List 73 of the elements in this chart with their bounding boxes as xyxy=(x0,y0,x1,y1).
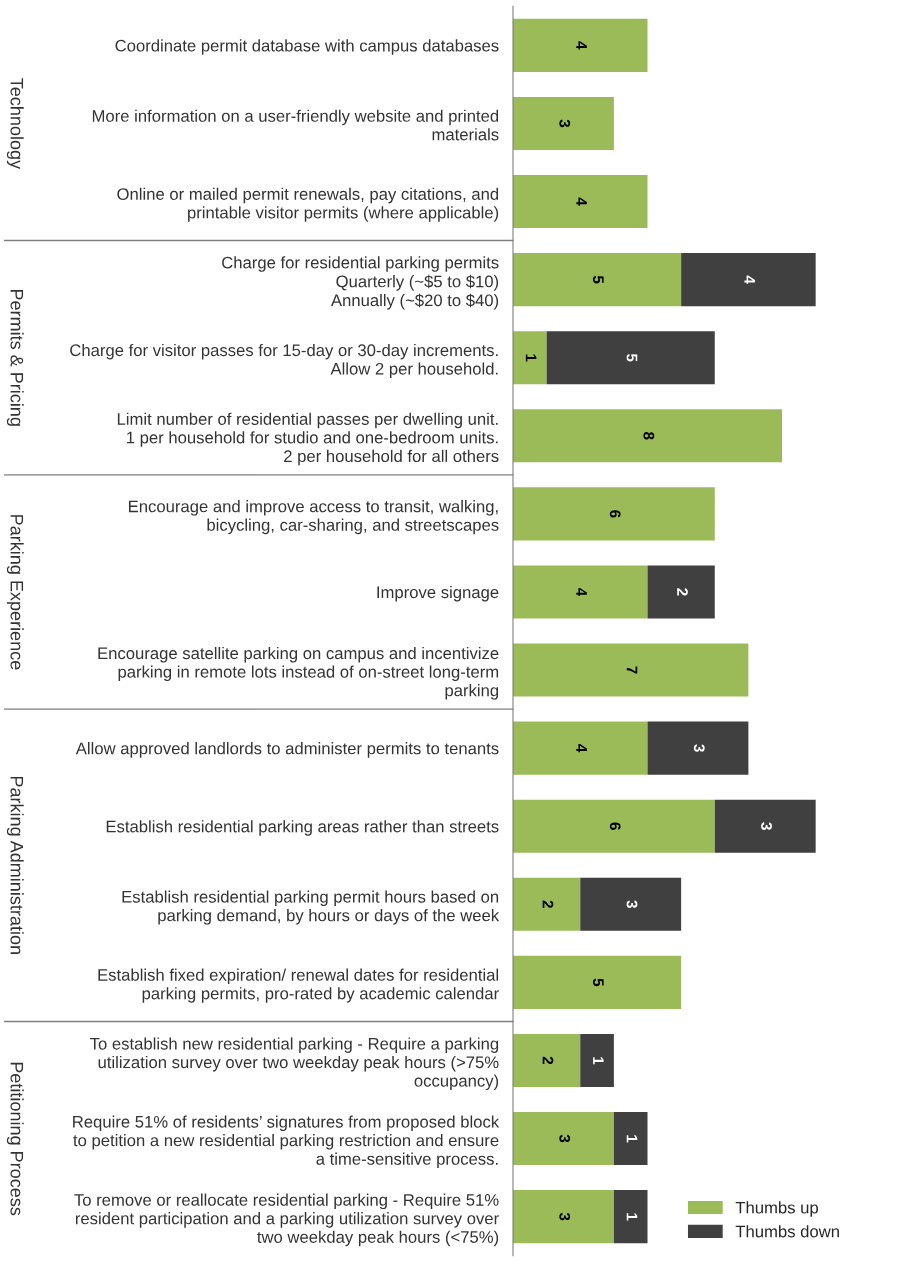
text: Parking Experience xyxy=(6,515,24,670)
data-label: 5 xyxy=(626,353,638,362)
bar xyxy=(681,253,816,307)
text: Petitioning Process xyxy=(6,1062,24,1216)
data-label: 3 xyxy=(693,744,705,752)
text: Permits & Pricing xyxy=(6,289,24,426)
bar xyxy=(513,877,581,931)
data-label: 1 xyxy=(593,1057,604,1065)
data-label: 7 xyxy=(626,666,638,674)
data-label: 4 xyxy=(576,587,587,597)
legend-label: Thumbs down xyxy=(735,1225,839,1238)
data-label: 3 xyxy=(761,822,772,830)
y-tick-label: Allow approved landlords to administer permits to tenants xyxy=(75,742,499,758)
data-label: 1 xyxy=(626,1135,638,1143)
bar xyxy=(580,877,682,931)
data-label: 3 xyxy=(559,1212,571,1221)
bar xyxy=(546,331,715,385)
data-label: 2 xyxy=(677,588,688,596)
bar xyxy=(513,955,682,1009)
bar xyxy=(613,1190,648,1244)
text: Parking Administration xyxy=(6,776,24,954)
bar xyxy=(513,409,783,463)
bar xyxy=(513,96,614,150)
bar xyxy=(647,565,715,619)
data-label: 1 xyxy=(626,1213,638,1221)
y-tick-label: Coordinate permit database with campus databases xyxy=(115,39,499,55)
bar xyxy=(513,331,547,385)
bar xyxy=(513,643,749,697)
bar xyxy=(513,721,648,775)
bar xyxy=(513,1190,614,1244)
y-tick-label: Establish residential parking permit hours based on parking demand, by hours or days of the week xyxy=(122,890,500,925)
bar xyxy=(513,18,648,72)
data-label: 4 xyxy=(744,275,755,284)
data-label: 4 xyxy=(576,41,587,50)
y-tick-label: To establish new residential parking - Require a parking utilization survey over two weekday peak hours (>75% occupancy) xyxy=(90,1037,499,1091)
y-tick-label: Charge for residential parking permits Quarterly (~$5 to $10) Annually (~$20 to $40) xyxy=(222,256,499,310)
legend-label: Thumbs up xyxy=(735,1201,818,1217)
data-label: 3 xyxy=(626,900,638,908)
bar xyxy=(580,1033,614,1088)
bar xyxy=(513,253,682,307)
bar xyxy=(513,565,648,619)
y-tick-label: Encourage satellite parking on campus and incentivize parking in remote lots instead of on-street long-term parking xyxy=(98,646,499,700)
data-label: 6 xyxy=(609,510,621,518)
bar xyxy=(513,1033,581,1088)
data-label: 8 xyxy=(643,432,655,440)
bar xyxy=(513,487,715,541)
y-tick-label: More information on a user-friendly website and printed materials xyxy=(92,109,499,141)
y-tick-label: Online or mailed permit renewals, pay citations, and printable visitor permits (where applicable) xyxy=(117,187,499,222)
data-label: 2 xyxy=(542,900,554,908)
data-label: 4 xyxy=(576,197,587,206)
data-label: 6 xyxy=(609,822,621,830)
data-label: 3 xyxy=(559,119,571,128)
bar xyxy=(513,799,715,853)
y-tick-label: Charge for visitor passes for 15-day or 30-day increments. Allow 2 per household. xyxy=(70,343,498,378)
data-label: 4 xyxy=(576,744,587,753)
y-tick-label: Establish fixed expiration/ renewal dates for residential parking permits, pro-rated by academic calendar xyxy=(98,968,499,1003)
y-tick-label: To remove or reallocate residential parking - Require 51% resident participation and a parking utilization survey over two weekday peak hours (<75%) xyxy=(74,1193,499,1247)
bar xyxy=(513,1112,614,1166)
bar xyxy=(647,721,749,775)
y-tick-label: Improve signage xyxy=(377,585,499,602)
y-tick-label: Require 51% of residents’ signatures from proposed block to petition a new residential parking restriction and ensure a time-sensitive process. xyxy=(73,1115,500,1169)
text: Technology xyxy=(6,78,24,170)
bar xyxy=(714,799,816,853)
data-label: 3 xyxy=(559,1134,571,1143)
data-label: 2 xyxy=(542,1056,554,1065)
y-tick-label: Encourage and improve access to transit, walking, bicycling, car-sharing, and streetscapes xyxy=(129,500,499,535)
y-tick-label: Limit number of residential passes per dwelling unit. 1 per household for studio and one-bedroom units. 2 per household for all others xyxy=(117,412,499,466)
y-tick-label: Establish residential parking areas rather than streets xyxy=(106,820,499,836)
data-label: 5 xyxy=(592,275,604,284)
bar xyxy=(613,1112,648,1166)
data-label: 1 xyxy=(525,354,537,362)
data-label: 5 xyxy=(592,978,604,987)
bar xyxy=(513,174,648,229)
